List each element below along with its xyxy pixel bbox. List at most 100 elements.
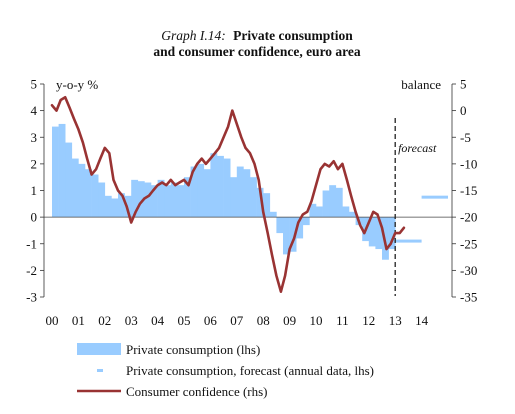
left-tick-label: 1 xyxy=(31,183,38,198)
x-tick-label: 02 xyxy=(98,313,111,328)
right-tick-label: -15 xyxy=(460,183,477,198)
consumption-bar xyxy=(144,182,152,218)
x-tick-label: 14 xyxy=(415,313,429,328)
x-tick-label: 04 xyxy=(151,313,165,328)
consumption-bar xyxy=(329,185,337,218)
left-tick-label: 5 xyxy=(31,77,38,92)
consumption-bar xyxy=(210,153,218,218)
consumption-bar xyxy=(52,126,59,218)
left-axis-unit-label: y-o-y % xyxy=(56,77,98,92)
consumption-bar xyxy=(302,217,310,226)
consumption-bar xyxy=(137,181,145,218)
left-tick-label: -1 xyxy=(26,236,37,251)
chart-title-main: Private consumption xyxy=(233,28,353,43)
consumption-bar xyxy=(283,217,290,255)
legend-item-consumption-forecast: Private consumption, forecast (annual da… xyxy=(97,363,374,378)
consumption-bar xyxy=(58,123,66,218)
x-tick-label: 05 xyxy=(178,313,191,328)
legend-swatch-bars xyxy=(77,343,121,355)
consumption-bar xyxy=(85,169,92,218)
legend-item-consumer-confidence: Consumer confidence (rhs) xyxy=(77,384,268,399)
consumption-bar xyxy=(124,195,132,218)
left-tick-label: 2 xyxy=(31,156,38,171)
x-tick-label: 11 xyxy=(336,313,349,328)
legend-label-consumption-forecast: Private consumption, forecast (annual da… xyxy=(126,363,374,378)
x-tick-label: 07 xyxy=(230,313,244,328)
consumption-bar xyxy=(375,217,383,250)
right-tick-label: -30 xyxy=(460,263,477,278)
consumption-bar xyxy=(236,166,244,218)
x-tick-label: 01 xyxy=(72,313,85,328)
x-tick-label: 03 xyxy=(125,313,138,328)
legend: Private consumption (lhs) Private consum… xyxy=(77,342,374,399)
right-tick-label: 0 xyxy=(460,103,467,118)
x-tick-label: 13 xyxy=(389,313,402,328)
legend-label-private-consumption: Private consumption (lhs) xyxy=(126,342,260,357)
consumption-bar xyxy=(388,217,396,250)
consumption-bar xyxy=(157,179,165,218)
left-tick-label: -3 xyxy=(26,290,37,305)
consumption-bar xyxy=(243,169,251,218)
consumption-bar xyxy=(197,163,205,218)
consumption-bar xyxy=(91,174,99,218)
legend-item-private-consumption: Private consumption (lhs) xyxy=(77,342,260,357)
consumption-bar xyxy=(250,177,257,218)
consumption-bar xyxy=(309,203,317,218)
left-tick-label: 3 xyxy=(31,130,38,145)
x-tick-label: 06 xyxy=(204,313,218,328)
consumption-bar xyxy=(184,177,191,218)
consumption-bar xyxy=(111,198,119,218)
left-tick-label: 0 xyxy=(31,210,38,225)
consumption-bar xyxy=(65,142,73,218)
left-tick-label: 4 xyxy=(31,103,38,118)
x-tick-label: 09 xyxy=(283,313,296,328)
chart-title-prefix: Graph I.14: xyxy=(161,28,226,43)
consumption-bar xyxy=(118,193,125,218)
consumption-bar xyxy=(322,190,330,218)
consumption-bar xyxy=(131,179,139,218)
x-tick-label: 12 xyxy=(362,313,375,328)
consumption-bar xyxy=(256,187,264,218)
chart-title-line-1: Graph I.14: Private consumption xyxy=(161,28,353,43)
consumption-bar xyxy=(104,195,112,218)
left-axis-ticks: 5 4 3 2 1 0 -1 -2 -3 xyxy=(26,77,44,305)
consumption-bar xyxy=(296,217,304,239)
right-tick-label: 5 xyxy=(460,77,467,92)
consumption-bar xyxy=(78,163,86,218)
consumption-bar xyxy=(71,158,79,218)
right-axis-ticks: 5 0 -5 -10 -15 -20 -25 -30 -35 xyxy=(452,77,477,305)
consumption-bar xyxy=(276,217,284,234)
forecast-segment xyxy=(421,195,448,199)
consumption-bar xyxy=(316,206,323,218)
legend-label-consumer-confidence: Consumer confidence (rhs) xyxy=(126,384,268,399)
consumption-bar xyxy=(177,185,185,218)
consumption-bar xyxy=(335,187,343,218)
consumer-confidence-line xyxy=(50,96,406,293)
consumption-bar xyxy=(342,206,350,218)
consumption-bar xyxy=(230,177,238,218)
right-tick-label: -35 xyxy=(460,290,477,305)
consumption-bar xyxy=(349,211,356,218)
consumption-bar xyxy=(269,211,277,218)
left-tick-label: -2 xyxy=(26,263,37,278)
consumption-bar xyxy=(217,155,224,218)
consumption-bars xyxy=(52,123,396,260)
x-tick-label: 08 xyxy=(257,313,270,328)
consumption-bar xyxy=(151,185,158,218)
consumption-bar xyxy=(164,185,172,218)
consumption-bar xyxy=(203,169,211,218)
x-tick-label: 00 xyxy=(46,313,59,328)
forecast-segment xyxy=(395,239,422,243)
x-axis-ticks: 00 01 02 03 04 05 06 07 08 09 10 11 12 13 14 xyxy=(46,313,429,328)
right-tick-label: -20 xyxy=(460,210,477,225)
consumption-bar xyxy=(368,217,376,247)
consumption-bar xyxy=(190,166,198,218)
consumption-bar xyxy=(289,217,297,252)
legend-swatch-dash xyxy=(97,369,103,372)
right-tick-label: -10 xyxy=(460,156,477,171)
consumption-bar xyxy=(263,193,271,218)
consumption-forecast-segments xyxy=(395,195,448,243)
chart-title-line-2: and consumer confidence, euro area xyxy=(153,44,361,59)
right-tick-label: -25 xyxy=(460,236,477,251)
